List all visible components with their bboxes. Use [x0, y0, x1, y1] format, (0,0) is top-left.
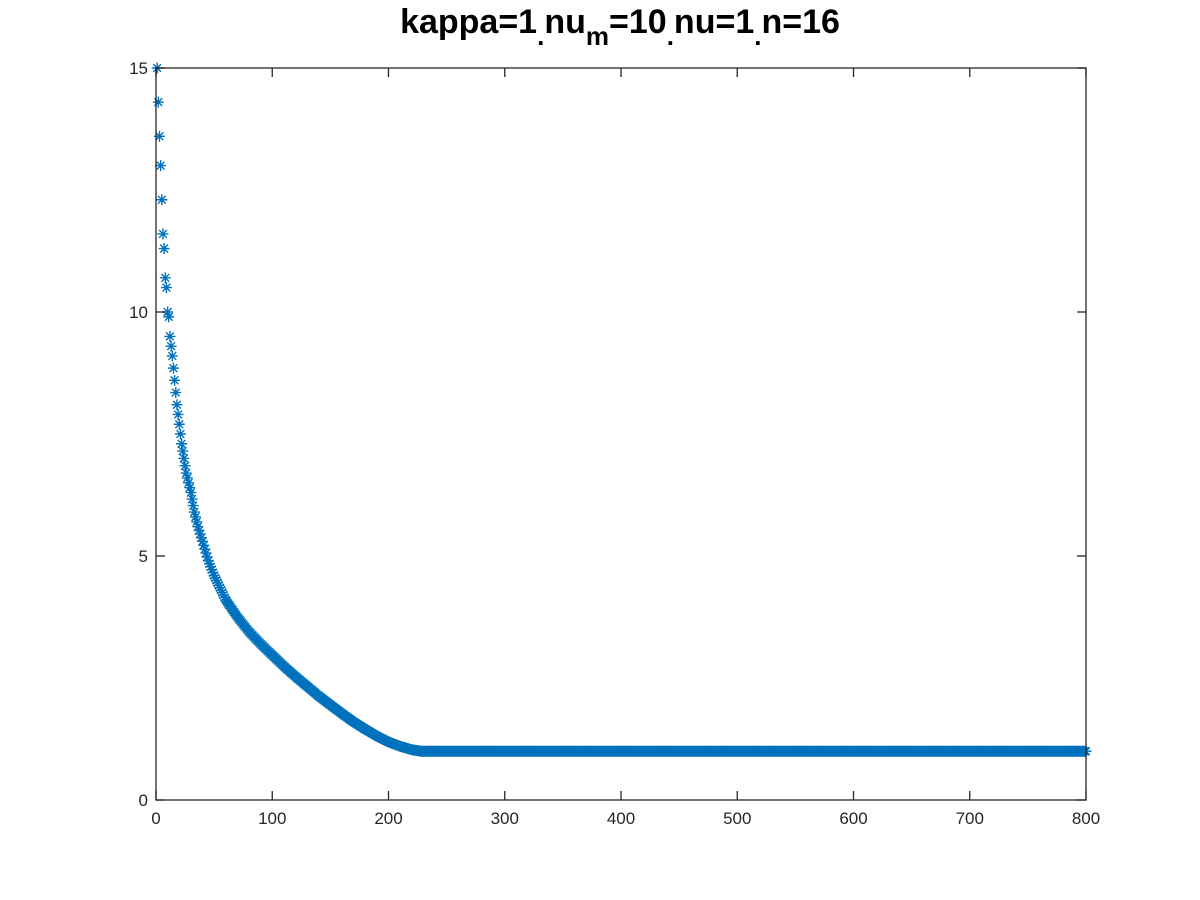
data-point	[188, 506, 200, 518]
data-point	[181, 472, 193, 484]
chart-title-part: .	[754, 21, 761, 51]
data-point	[162, 306, 174, 318]
chart-title-part: nu=1	[674, 3, 754, 41]
x-tick-label: 700	[956, 809, 984, 828]
data-point	[207, 567, 219, 579]
data-point	[169, 374, 181, 386]
data-point	[179, 460, 191, 472]
data-point	[195, 532, 207, 544]
data-point	[192, 521, 204, 533]
data-point	[180, 467, 192, 479]
tick-labels: 0 100 200 300 400 500 600 700 800 0 5 10 15	[129, 59, 1100, 828]
chart-title-part: m	[586, 21, 609, 51]
data-point	[178, 452, 190, 464]
data-point	[203, 558, 215, 570]
data-point	[198, 539, 210, 551]
chart-title: kappa=1.num=10.nu=1.n=16	[400, 3, 840, 51]
data-point	[158, 243, 170, 255]
data-point	[190, 511, 202, 523]
y-tick-label: 10	[129, 303, 148, 322]
data-point	[166, 350, 178, 362]
data-point	[152, 96, 164, 108]
data-point	[199, 543, 211, 555]
data-point	[174, 428, 186, 440]
data-point	[215, 584, 227, 596]
data-point	[206, 564, 218, 576]
data-point	[194, 528, 206, 540]
data-point	[186, 493, 198, 505]
data-points	[151, 62, 1092, 757]
data-point	[212, 577, 224, 589]
data-point	[183, 477, 195, 489]
data-point	[208, 570, 220, 582]
data-point	[187, 500, 199, 512]
chart-title-part: .	[667, 21, 674, 51]
x-tick-label: 200	[374, 809, 402, 828]
y-tick-label: 0	[139, 791, 148, 810]
data-point	[156, 194, 168, 206]
data-point	[155, 160, 167, 172]
data-point	[197, 535, 208, 547]
x-tick-label: 500	[723, 809, 751, 828]
data-point	[210, 574, 222, 586]
chart-title-part: n=16	[761, 3, 839, 41]
data-point	[171, 399, 183, 411]
chart-title-part: kappa=1	[400, 3, 537, 41]
data-point	[214, 582, 226, 594]
data-point	[165, 340, 177, 352]
data-point	[163, 311, 175, 323]
data-point	[202, 555, 214, 567]
data-point	[201, 551, 213, 563]
data-point	[167, 362, 179, 374]
y-tick-label: 5	[139, 547, 148, 566]
data-point	[159, 272, 171, 284]
chart-title-part: .	[537, 21, 544, 51]
data-point	[172, 408, 184, 420]
axis-ticks	[155, 67, 1087, 801]
x-tick-label: 400	[607, 809, 635, 828]
data-point	[170, 387, 182, 399]
data-point	[217, 589, 229, 601]
axes-box	[155, 67, 1087, 801]
chart-title-part: nu	[544, 3, 586, 41]
data-point	[185, 487, 197, 499]
data-point	[191, 516, 203, 528]
data-point	[164, 330, 176, 342]
x-tick-label: 100	[258, 809, 286, 828]
x-tick-label: 800	[1072, 809, 1100, 828]
data-point	[173, 418, 185, 430]
data-point	[219, 591, 231, 603]
data-point	[200, 547, 212, 559]
data-point	[216, 587, 228, 599]
data-point	[193, 524, 205, 536]
data-point	[176, 438, 188, 450]
data-point	[184, 482, 196, 494]
data-point	[160, 282, 172, 294]
x-tick-label: 600	[839, 809, 867, 828]
y-tick-label: 15	[129, 59, 148, 78]
data-point	[213, 579, 225, 591]
x-tick-label: 300	[491, 809, 519, 828]
data-point	[157, 228, 169, 240]
data-point	[177, 445, 189, 457]
data-point	[153, 130, 165, 142]
chart-title-part: =10	[609, 3, 667, 41]
data-point	[205, 561, 217, 573]
x-tick-label: 0	[151, 809, 160, 828]
data-point	[209, 572, 221, 584]
